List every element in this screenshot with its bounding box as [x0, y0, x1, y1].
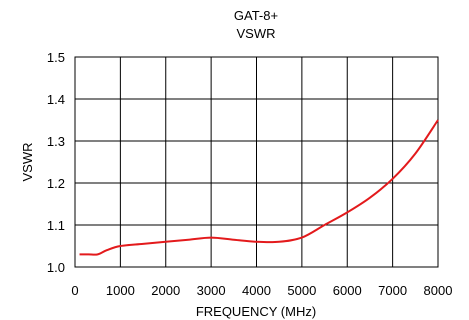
series-layer [79, 119, 439, 256]
x-tick-label: 1000 [106, 283, 135, 298]
x-tick-label: 7000 [378, 283, 407, 298]
grid-lines [75, 57, 438, 267]
x-tick-labels: 0 1000 2000 3000 4000 5000 6000 7000 8000 [71, 283, 452, 298]
y-tick-label: 1.1 [47, 218, 65, 233]
x-tick-label: 8000 [424, 283, 453, 298]
x-tick-label: 6000 [333, 283, 362, 298]
x-tick-label: 3000 [197, 283, 226, 298]
chart-subtitle: VSWR [237, 26, 276, 41]
x-axis-label: FREQUENCY (MHz) [196, 304, 316, 319]
plot-area [74, 56, 439, 268]
y-tick-label: 1.2 [47, 176, 65, 191]
y-axis-label: VSWR [20, 143, 35, 182]
y-tick-label: 1.3 [47, 134, 65, 149]
x-tick-label: 0 [71, 283, 78, 298]
y-tick-label: 1.0 [47, 260, 65, 275]
vswr-series-line [79, 119, 439, 256]
y-tick-labels: 1.0 1.1 1.2 1.3 1.4 1.5 [47, 50, 65, 275]
y-tick-label: 1.5 [47, 50, 65, 65]
x-tick-label: 5000 [287, 283, 316, 298]
x-tick-label: 2000 [151, 283, 180, 298]
chart-title: GAT-8+ [234, 8, 278, 23]
x-tick-label: 4000 [242, 283, 271, 298]
y-tick-label: 1.4 [47, 92, 65, 107]
